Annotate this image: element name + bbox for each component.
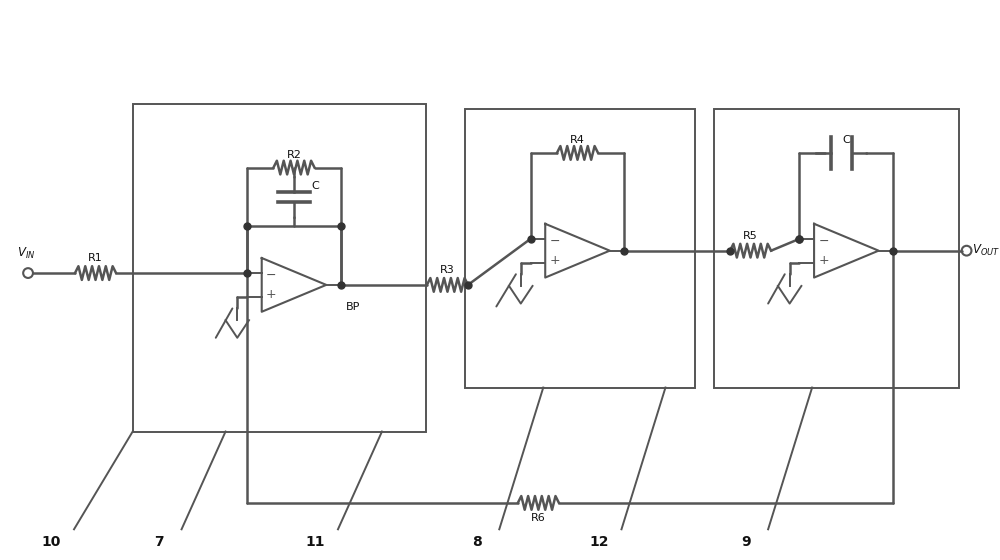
Text: C: C <box>312 181 319 191</box>
Text: R3: R3 <box>440 265 455 275</box>
Text: −: − <box>550 235 560 248</box>
Text: C: C <box>842 135 850 145</box>
Text: R5: R5 <box>743 231 758 241</box>
Text: R1: R1 <box>88 253 103 263</box>
Text: 10: 10 <box>42 535 61 549</box>
Text: BP: BP <box>346 302 360 312</box>
Text: +: + <box>266 288 277 301</box>
Text: R2: R2 <box>287 150 301 160</box>
Text: $V_{OUT}$: $V_{OUT}$ <box>972 243 1000 258</box>
Text: 9: 9 <box>741 535 750 549</box>
Text: R6: R6 <box>531 512 546 522</box>
Text: $V_{IN}$: $V_{IN}$ <box>17 246 35 262</box>
Text: +: + <box>818 254 829 267</box>
Text: −: − <box>266 269 277 282</box>
Text: −: − <box>819 235 829 248</box>
Text: 7: 7 <box>154 535 164 549</box>
Text: 11: 11 <box>306 535 325 549</box>
Text: R4: R4 <box>570 135 585 145</box>
Text: +: + <box>550 254 560 267</box>
Text: 12: 12 <box>589 535 609 549</box>
Text: 8: 8 <box>472 535 482 549</box>
